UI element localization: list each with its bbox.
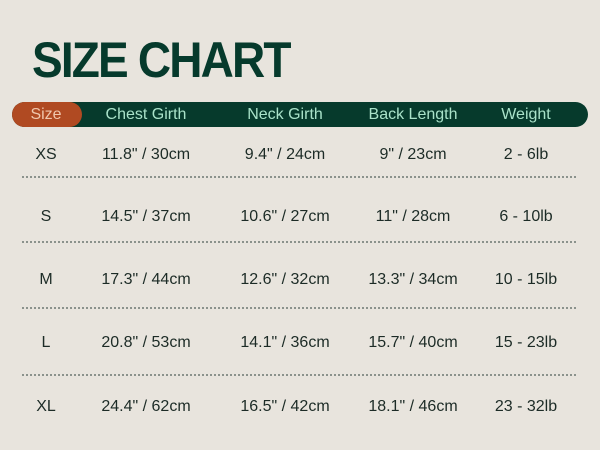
table-cell: 10 - 15lb bbox=[494, 271, 558, 288]
size-label: S bbox=[40, 208, 52, 225]
table-cell: 16.5" / 42cm bbox=[240, 398, 330, 415]
table-cell: 23 - 32lb bbox=[494, 398, 558, 415]
table-cell: 17.3" / 44cm bbox=[101, 271, 191, 288]
table-cell: 9.4" / 24cm bbox=[244, 146, 326, 163]
table-cell: 2 - 6lb bbox=[503, 146, 549, 163]
page-title: SIZE CHART bbox=[32, 32, 291, 88]
table-cell: 14.1" / 36cm bbox=[240, 334, 330, 351]
column-header: Chest Girth bbox=[105, 106, 187, 123]
table-cell: 15 - 23lb bbox=[494, 334, 558, 351]
table-cell: 9" / 23cm bbox=[379, 146, 447, 163]
column-header: Weight bbox=[501, 106, 551, 123]
table-cell: 24.4" / 62cm bbox=[101, 398, 191, 415]
table-cell: 13.3" / 34cm bbox=[368, 271, 458, 288]
size-label: L bbox=[41, 334, 51, 351]
table-header-bar bbox=[12, 102, 588, 127]
column-header: Back Length bbox=[368, 106, 458, 123]
table-cell: 15.7" / 40cm bbox=[368, 334, 458, 351]
dotted-divider bbox=[22, 176, 576, 178]
table-cell: 14.5" / 37cm bbox=[101, 208, 191, 225]
table-cell: 11.8" / 30cm bbox=[101, 146, 191, 163]
dotted-divider bbox=[22, 374, 576, 376]
dotted-divider bbox=[22, 241, 576, 243]
table-cell: 12.6" / 32cm bbox=[240, 271, 330, 288]
table-cell: 18.1" / 46cm bbox=[368, 398, 458, 415]
size-label: XL bbox=[36, 398, 56, 415]
column-header: Size bbox=[30, 106, 62, 123]
table-cell: 11" / 28cm bbox=[375, 208, 451, 225]
table-cell: 10.6" / 27cm bbox=[240, 208, 330, 225]
size-label: XS bbox=[35, 146, 57, 163]
table-cell: 20.8" / 53cm bbox=[101, 334, 191, 351]
column-header: Neck Girth bbox=[247, 106, 323, 123]
size-header-pill bbox=[12, 102, 82, 127]
table-cell: 6 - 10lb bbox=[499, 208, 553, 225]
size-label: M bbox=[39, 271, 53, 288]
dotted-divider bbox=[22, 307, 576, 309]
